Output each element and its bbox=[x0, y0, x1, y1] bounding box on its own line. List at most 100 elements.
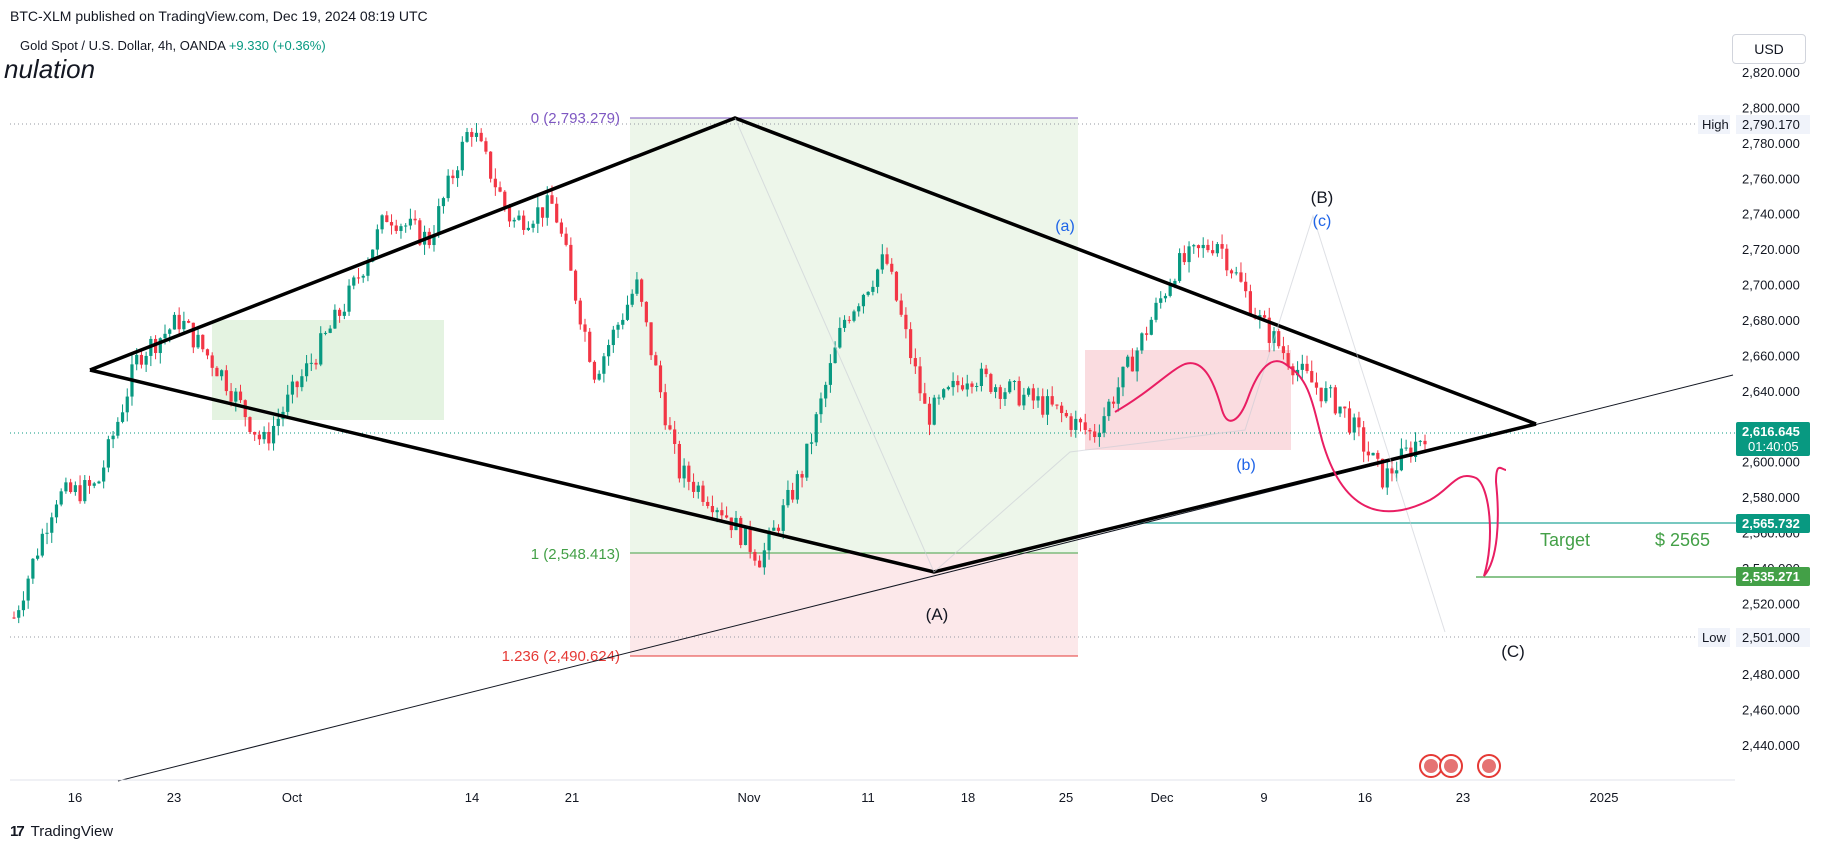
candle-body bbox=[701, 485, 705, 502]
candle-body bbox=[455, 170, 460, 179]
candle-body bbox=[338, 309, 342, 316]
candle-body bbox=[1314, 382, 1319, 388]
candle-body bbox=[1126, 356, 1130, 367]
candle-body bbox=[83, 480, 87, 502]
candle-body bbox=[418, 220, 422, 245]
price-tick-label: 2,780.000 bbox=[1742, 136, 1800, 151]
candle-body bbox=[1211, 250, 1215, 254]
candle-body bbox=[1385, 468, 1389, 488]
candle-body bbox=[748, 526, 752, 552]
candle-body bbox=[909, 329, 913, 359]
candle-body bbox=[375, 229, 379, 250]
candle-body bbox=[975, 385, 979, 387]
candle-body bbox=[1248, 291, 1252, 316]
currency-button[interactable]: USD bbox=[1732, 34, 1806, 64]
candle-body bbox=[857, 306, 861, 312]
candle-body bbox=[460, 141, 464, 171]
candle-body bbox=[413, 218, 417, 221]
low-tag-bg bbox=[1698, 628, 1730, 647]
candle-body bbox=[1277, 331, 1281, 347]
candle-body bbox=[795, 474, 799, 500]
event-flag-icon[interactable] bbox=[1477, 754, 1501, 778]
candle-body bbox=[87, 480, 92, 486]
time-tick-label: 18 bbox=[961, 790, 975, 805]
candle-body bbox=[1347, 408, 1352, 433]
candle-body bbox=[573, 270, 578, 301]
candle-body bbox=[1201, 244, 1205, 249]
candle-body bbox=[960, 385, 965, 390]
tradingview-mark-icon: 17 bbox=[10, 823, 25, 840]
candle-body bbox=[229, 391, 233, 402]
candle-body bbox=[682, 465, 686, 479]
event-flag-icon[interactable] bbox=[1439, 754, 1463, 778]
candle-body bbox=[1310, 371, 1314, 383]
candle-body bbox=[1003, 392, 1007, 399]
candle-body bbox=[267, 431, 271, 444]
candle-body bbox=[1409, 447, 1413, 458]
price-tick-label: 2,600.000 bbox=[1742, 455, 1800, 470]
candle-body bbox=[970, 383, 974, 387]
time-tick-label: Oct bbox=[282, 790, 303, 805]
time-axis[interactable]: 16 23 Oct 14 21 Nov 11 18 25 Dec 9 16 23 2025 bbox=[68, 790, 1619, 805]
economic-events[interactable] bbox=[1419, 754, 1501, 778]
candle-body bbox=[503, 191, 507, 207]
candle-body bbox=[1244, 281, 1248, 292]
time-tick-label: 23 bbox=[1456, 790, 1470, 805]
candle-body bbox=[776, 527, 781, 531]
candle-body bbox=[78, 485, 82, 502]
candle-body bbox=[767, 530, 771, 551]
candle-body bbox=[861, 294, 866, 307]
candle-body bbox=[1050, 396, 1054, 405]
candle-body bbox=[399, 226, 403, 231]
candle-body bbox=[437, 206, 441, 235]
candle-body bbox=[607, 345, 611, 357]
candle-body bbox=[120, 412, 125, 422]
candle-body bbox=[1064, 413, 1068, 417]
candle-body bbox=[1225, 248, 1229, 271]
candle-body bbox=[371, 249, 375, 262]
candle-body bbox=[352, 277, 356, 286]
time-tick-label: 16 bbox=[68, 790, 82, 805]
candle-body bbox=[578, 300, 582, 325]
candle-body bbox=[951, 380, 955, 388]
candle-body bbox=[833, 347, 837, 364]
candle-body bbox=[894, 271, 899, 301]
range-box-red bbox=[1085, 350, 1291, 450]
candle-body bbox=[12, 617, 16, 619]
candle-body bbox=[743, 526, 748, 546]
candle-body bbox=[69, 482, 73, 493]
symbol-legend[interactable]: Gold Spot / U.S. Dollar, 4h, OANDA +9.33… bbox=[20, 38, 326, 53]
candle-body bbox=[1140, 333, 1144, 351]
candle-body bbox=[545, 195, 549, 218]
time-tick-label: 14 bbox=[465, 790, 479, 805]
wave-label-C: (C) bbox=[1501, 642, 1525, 661]
candle-body bbox=[182, 320, 186, 330]
candle-body bbox=[1399, 448, 1404, 471]
candle-body bbox=[800, 474, 804, 478]
candle-body bbox=[111, 435, 115, 440]
fib-label-1236: 1.236 (2,490.624) bbox=[502, 648, 620, 665]
time-tick-label: 2025 bbox=[1590, 790, 1619, 805]
high-value-bg bbox=[1736, 115, 1810, 134]
wave-label-b: (b) bbox=[1236, 457, 1256, 474]
candle-body bbox=[1229, 270, 1234, 274]
tradingview-logo[interactable]: 17 TradingView bbox=[10, 823, 113, 840]
candle-body bbox=[880, 254, 884, 270]
projection-curve[interactable] bbox=[1114, 360, 1507, 577]
candle-body bbox=[432, 234, 436, 246]
candle-body bbox=[649, 322, 653, 356]
price-axis[interactable]: 2,820.000 2,800.000 2,780.000 2,760.000 2,74… bbox=[1742, 65, 1800, 753]
candle-body bbox=[758, 560, 762, 568]
event-flag-icon[interactable] bbox=[1419, 754, 1443, 778]
candle-body bbox=[50, 517, 54, 533]
price-tick-label: 2,820.000 bbox=[1742, 65, 1800, 80]
candle-body bbox=[262, 431, 266, 440]
candle-body bbox=[932, 397, 936, 425]
candle-body bbox=[465, 132, 469, 142]
candle-body bbox=[630, 293, 634, 305]
candle-body bbox=[1395, 470, 1399, 474]
candle-body bbox=[668, 425, 672, 430]
candle-body bbox=[441, 198, 446, 207]
candle-body bbox=[1168, 285, 1172, 296]
